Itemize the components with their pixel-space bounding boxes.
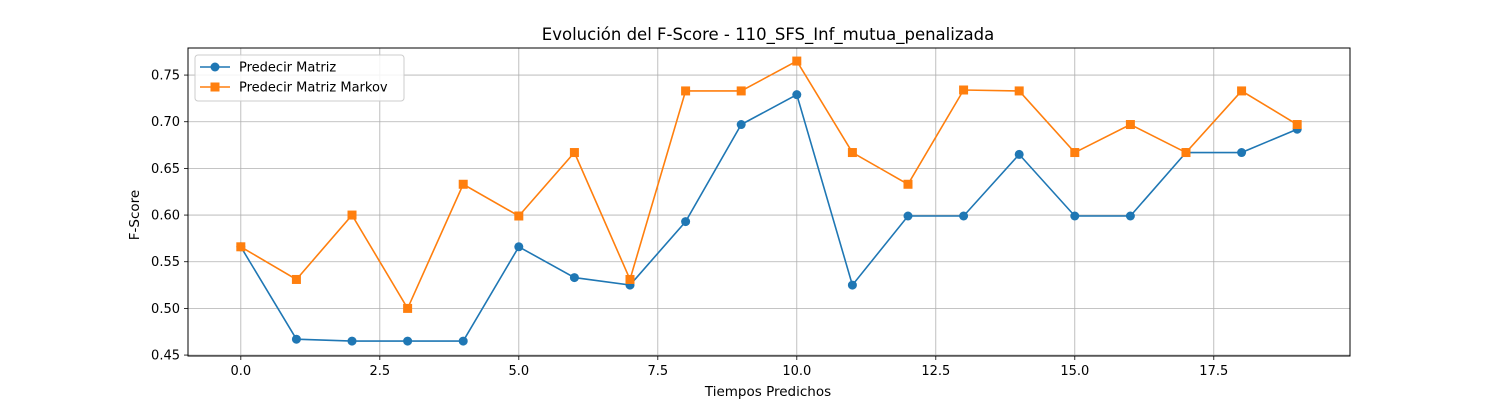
data-point xyxy=(1292,120,1302,130)
legend-marker xyxy=(210,62,220,72)
series-line xyxy=(240,60,1298,311)
grid xyxy=(188,48,1350,356)
ticks: 0.0 2.5 5.0 7.5 10.0 12.5 15.0 17.5 0.45 0.50 0.55… xyxy=(151,69,1228,379)
data-point xyxy=(1014,86,1024,96)
data-point xyxy=(792,56,802,66)
data-point xyxy=(403,303,413,313)
data-point xyxy=(236,242,246,252)
data-point xyxy=(903,179,913,189)
y-axis-label: F-Score xyxy=(127,190,143,240)
data-point xyxy=(681,217,691,227)
y-tick-label: 0.65 xyxy=(151,162,180,177)
x-tick-label: 12.5 xyxy=(921,364,950,379)
legend-label: Predecir Matriz xyxy=(239,61,336,76)
y-tick-label: 0.55 xyxy=(151,255,180,270)
data-point xyxy=(458,179,468,189)
x-tick-label: 0.0 xyxy=(230,364,251,379)
y-tick-label: 0.50 xyxy=(151,302,180,317)
data-point xyxy=(514,242,524,252)
data-point xyxy=(1237,148,1247,158)
series-layer xyxy=(236,56,1302,346)
data-point xyxy=(514,211,524,221)
data-point xyxy=(736,86,746,96)
series-0 xyxy=(236,90,1302,346)
x-tick-label: 5.0 xyxy=(508,364,529,379)
data-point xyxy=(569,273,579,283)
data-point xyxy=(1125,211,1135,221)
plot-frame xyxy=(187,47,1351,357)
data-point xyxy=(681,86,691,96)
chart-title: Evolución del F-Score - 110_SFS_Inf_mutu… xyxy=(542,25,994,45)
x-tick-label: 15.0 xyxy=(1060,364,1089,379)
data-point xyxy=(569,148,579,158)
data-point xyxy=(1237,86,1247,96)
legend: Predecir Matriz Predecir Matriz Markov xyxy=(194,54,405,102)
data-point xyxy=(847,148,857,158)
x-axis-label: Tiempos Predichos xyxy=(704,384,831,400)
data-point xyxy=(291,334,301,344)
data-point xyxy=(625,274,635,284)
series-1 xyxy=(236,56,1302,313)
data-point xyxy=(959,85,969,95)
y-tick-label: 0.45 xyxy=(151,349,180,364)
x-tick-label: 17.5 xyxy=(1199,364,1228,379)
legend-marker xyxy=(210,82,220,92)
data-point xyxy=(903,211,913,221)
data-point xyxy=(1181,148,1191,158)
y-tick-label: 0.60 xyxy=(151,209,180,224)
data-point xyxy=(347,336,357,346)
x-tick-label: 7.5 xyxy=(647,364,668,379)
y-tick-label: 0.75 xyxy=(151,69,180,84)
x-tick-label: 10.0 xyxy=(782,364,811,379)
data-point xyxy=(959,211,969,221)
legend-box xyxy=(194,54,405,102)
data-point xyxy=(736,120,746,130)
data-point xyxy=(1014,149,1024,159)
series-line xyxy=(240,93,1298,342)
y-tick-label: 0.70 xyxy=(151,115,180,130)
data-point xyxy=(792,90,802,100)
data-point xyxy=(347,210,357,220)
data-point xyxy=(1070,148,1080,158)
legend-label: Predecir Matriz Markov xyxy=(239,81,388,96)
data-point xyxy=(1125,120,1135,130)
data-point xyxy=(291,274,301,284)
x-tick-label: 2.5 xyxy=(369,364,390,379)
data-point xyxy=(847,280,857,290)
data-point xyxy=(1070,211,1080,221)
data-point xyxy=(403,336,413,346)
data-point xyxy=(458,336,468,346)
